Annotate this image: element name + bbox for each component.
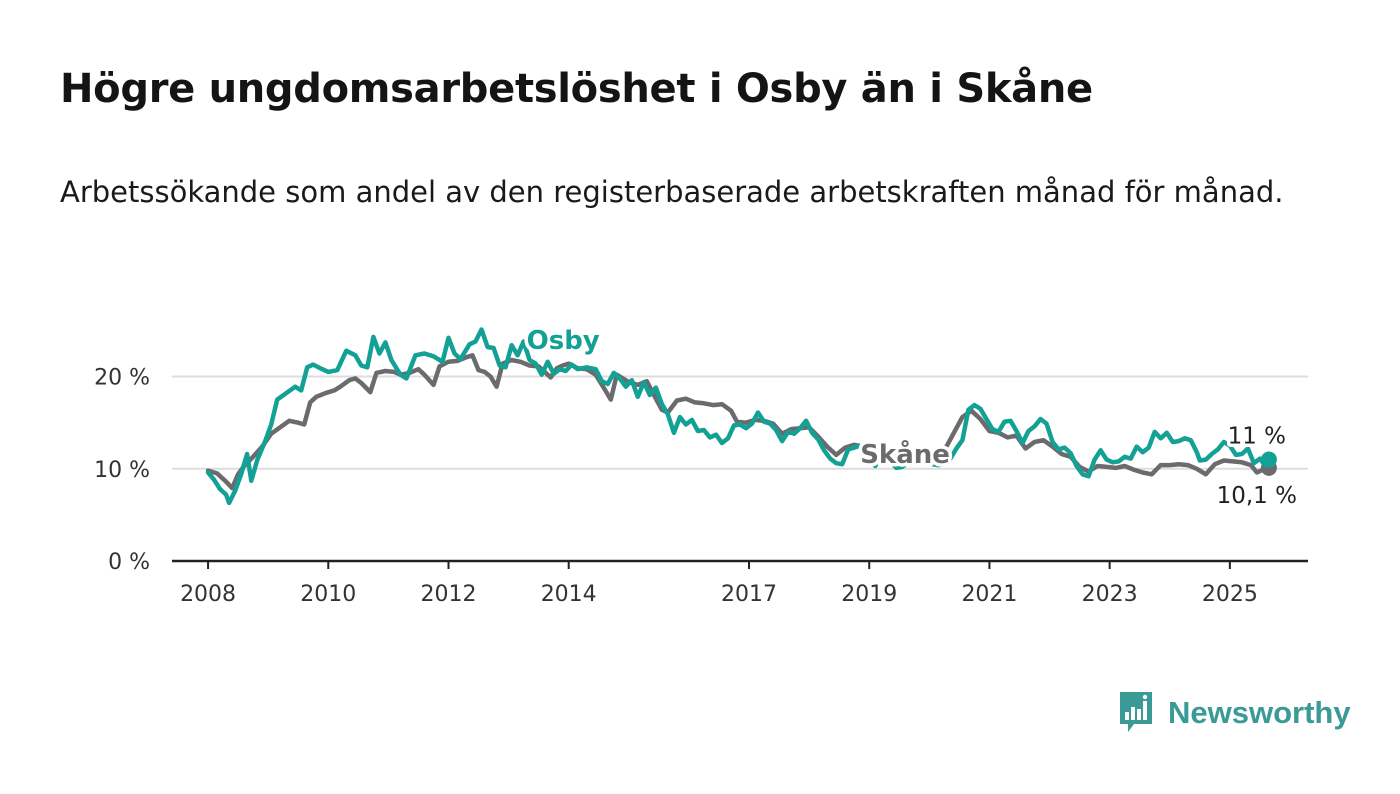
- y-tick-label: 0 %: [108, 550, 150, 575]
- y-axis-ticks: 0 % 10 % 20 %: [94, 366, 150, 575]
- chart-title: Högre ungdomsarbetslöshet i Osby än i Sk…: [60, 66, 1093, 112]
- series-lines: [205, 327, 1277, 506]
- x-tick-label: 2021: [961, 582, 1017, 607]
- series-label-osby-halo: Osby: [527, 326, 600, 356]
- chart-subtitle: Arbetssökande som andel av den registerb…: [60, 175, 1284, 209]
- series-label-osby: Osby: [527, 326, 600, 356]
- y-tick-label: 10 %: [94, 458, 150, 483]
- brand-name: Newsworthy: [1168, 695, 1351, 730]
- x-tick-label: 2023: [1082, 582, 1138, 607]
- x-tick-label: 2014: [541, 582, 597, 607]
- series-label-skane-halo: Skåne: [860, 438, 950, 470]
- y-tick-label: 20 %: [94, 366, 150, 391]
- x-tick-label: 2010: [300, 582, 356, 607]
- x-tick-label: 2008: [180, 582, 236, 607]
- series-line-skane: [205, 353, 1272, 491]
- end-point-osby: [1260, 451, 1277, 468]
- x-tick-label: 2019: [841, 582, 897, 607]
- newsworthy-logo: Newsworthy: [1118, 690, 1351, 736]
- x-tick-label: 2025: [1202, 582, 1258, 607]
- end-label-osby-halo: 11 %: [1228, 424, 1286, 450]
- series-line-osby: [205, 327, 1272, 506]
- x-tick-label: 2017: [721, 582, 777, 607]
- series-label-skane: Skåne: [860, 438, 950, 470]
- end-label-osby: 11 %: [1228, 424, 1286, 450]
- end-label-skane-halo: 10,1 %: [1217, 483, 1297, 509]
- bar-chart-speech-bubble-icon: [1120, 692, 1152, 732]
- end-label-skane: 10,1 %: [1217, 483, 1297, 509]
- x-axis-ticks: 2008 2010 2012 2014 2017 2019 2021 2023 2025: [172, 559, 1308, 607]
- x-tick-label: 2012: [420, 582, 476, 607]
